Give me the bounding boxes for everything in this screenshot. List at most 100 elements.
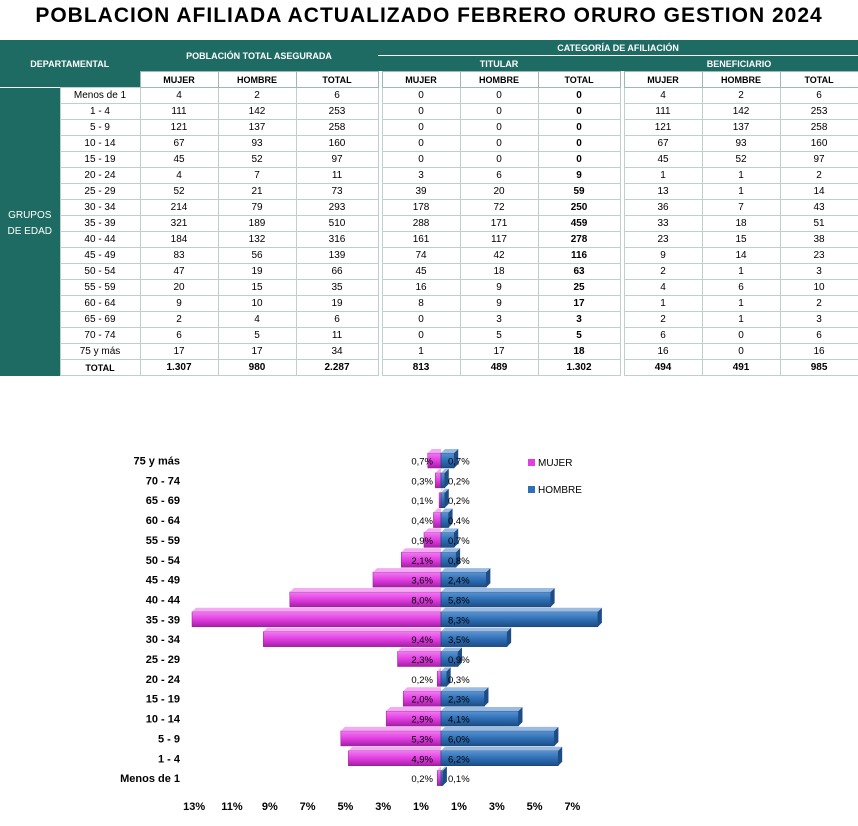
- x-tick-label: 9%: [262, 801, 278, 813]
- bar-hombre: [440, 746, 563, 766]
- bar-hombre: [440, 587, 555, 608]
- table-cell: 59: [537, 183, 621, 200]
- table-cell: 33: [623, 215, 703, 232]
- category-label: 40 - 44: [146, 594, 181, 606]
- category-label: 35 - 39: [146, 614, 180, 626]
- table-cell: 83: [139, 247, 219, 264]
- data-label-hombre: 0,8%: [448, 556, 470, 567]
- table-row: 10 - 14 67 93 160 0 0 0 67 93 160: [0, 135, 858, 152]
- header-hombre: HOMBRE: [217, 71, 297, 88]
- table-cell: 1: [623, 295, 703, 312]
- legend-swatch-hombre: [528, 486, 535, 493]
- data-label-hombre: 0,9%: [448, 655, 470, 666]
- data-label-hombre: 6,0%: [448, 734, 470, 745]
- total-cell: 1.307: [139, 359, 219, 376]
- table-row: 70 - 74 6 5 11 0 5 5 6 0 6: [0, 327, 858, 344]
- table-cell: 1: [701, 183, 781, 200]
- table-cell: 321: [139, 215, 219, 232]
- table-cell: 253: [295, 103, 379, 120]
- table-cell: 10: [779, 279, 858, 296]
- table-cell: 258: [779, 119, 858, 136]
- data-label-mujer: 2,1%: [411, 556, 433, 567]
- table-cell: 116: [537, 247, 621, 264]
- total-cell: 2.287: [295, 359, 379, 376]
- age-group-label: 70 - 74: [59, 327, 141, 344]
- side-label-line-1: GRUPOS: [8, 209, 52, 221]
- bar-mujer: [436, 667, 442, 687]
- table-cell: 23: [623, 231, 703, 248]
- total-label: TOTAL: [59, 359, 141, 376]
- table-cell: 139: [295, 247, 379, 264]
- bar-mujer: [423, 528, 442, 548]
- table-cell: 17: [459, 343, 539, 360]
- table-cell: 72: [459, 199, 539, 216]
- table-cell: 142: [217, 103, 297, 120]
- legend-swatch-mujer: [528, 459, 535, 466]
- age-group-label: 65 - 69: [59, 311, 141, 328]
- table-cell: 79: [217, 199, 297, 216]
- total-cell: 813: [381, 359, 461, 376]
- bar-hombre: [440, 607, 602, 628]
- bar-hombre: [440, 488, 449, 508]
- table-cell: 258: [295, 119, 379, 136]
- table-cell: 3: [459, 311, 539, 328]
- x-tick-label: 11%: [221, 801, 243, 813]
- table-cell: 0: [381, 311, 461, 328]
- bar-hombre: [440, 647, 463, 667]
- table-cell: 36: [623, 199, 703, 216]
- category-label: 30 - 34: [146, 634, 181, 646]
- table-row: 50 - 54 47 19 66 45 18 63 2 1 3: [0, 263, 858, 280]
- table-cell: 4: [623, 87, 703, 104]
- side-label-line-2: DE EDAD: [7, 225, 52, 237]
- data-label-mujer: 2,9%: [411, 715, 433, 726]
- data-label-hombre: 5,8%: [448, 595, 470, 606]
- table-cell: 0: [537, 103, 621, 120]
- table-cell: 13: [623, 183, 703, 200]
- table-cell: 1: [623, 167, 703, 184]
- category-label: 55 - 59: [146, 535, 180, 547]
- bar-mujer: [397, 647, 442, 667]
- x-tick-label: 5%: [337, 801, 353, 813]
- table-cell: 93: [701, 135, 781, 152]
- table-cell: 3: [779, 311, 858, 328]
- age-group-label: 10 - 14: [59, 135, 141, 152]
- table-cell: 161: [381, 231, 461, 248]
- bar-hombre: [440, 766, 447, 786]
- table-cell: 21: [217, 183, 297, 200]
- table-cell: 16: [779, 343, 858, 360]
- table-cell: 0: [459, 87, 539, 104]
- data-label-mujer: 0,4%: [411, 516, 433, 527]
- table-row: GRUPOS DE EDAD Menos de 1 4 2 6 0 0 0 4 …: [0, 87, 858, 360]
- table-cell: 74: [381, 247, 461, 264]
- header-beneficiario: BENEFICIARIO: [620, 55, 858, 72]
- table-cell: 20: [459, 183, 539, 200]
- header-mujer: MUJER: [139, 71, 219, 88]
- data-label-mujer: 2,3%: [411, 655, 433, 666]
- table-cell: 15: [701, 231, 781, 248]
- table-cell: 142: [701, 103, 781, 120]
- table-cell: 137: [701, 119, 781, 136]
- table-cell: 4: [623, 279, 703, 296]
- table-cell: 6: [701, 279, 781, 296]
- data-label-hombre: 2,3%: [448, 695, 470, 706]
- bar-mujer: [340, 726, 442, 747]
- table-cell: 51: [779, 215, 858, 232]
- header-beneficiario-total: TOTAL: [779, 71, 858, 88]
- age-group-label: 60 - 64: [59, 295, 141, 312]
- table-cell: 20: [139, 279, 219, 296]
- table-cell: 1: [701, 167, 781, 184]
- table-cell: 184: [139, 231, 219, 248]
- bar-mujer: [433, 508, 442, 528]
- table-row: 35 - 39 321 189 510 288 171 459 33 18 51: [0, 215, 858, 232]
- table-cell: 45: [139, 151, 219, 168]
- x-tick-label: 1%: [451, 801, 467, 813]
- total-cell: 489: [459, 359, 539, 376]
- data-label-mujer: 0,2%: [411, 774, 433, 785]
- data-label-hombre: 0,7%: [448, 536, 470, 547]
- bar-mujer: [435, 468, 442, 489]
- table-cell: 121: [139, 119, 219, 136]
- table-row: 65 - 69 2 4 6 0 3 3 2 1 3: [0, 311, 858, 328]
- bar-hombre: [440, 508, 453, 528]
- table-cell: 132: [217, 231, 297, 248]
- table-cell: 66: [295, 263, 379, 280]
